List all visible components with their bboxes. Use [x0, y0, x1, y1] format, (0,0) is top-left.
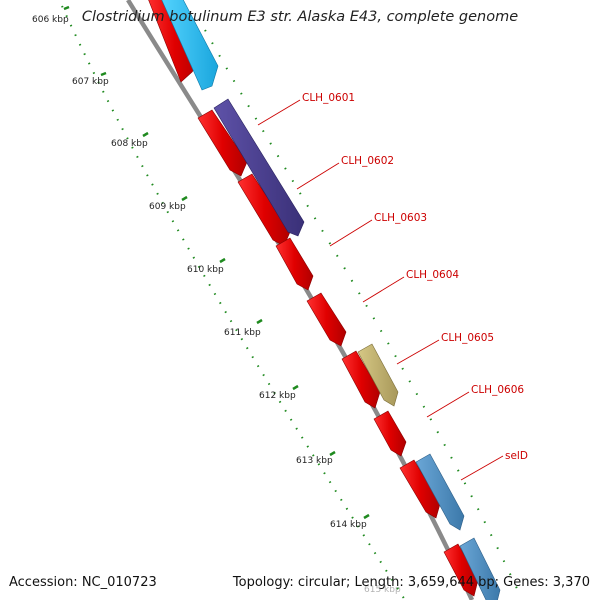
steelblue-feature: [459, 537, 501, 604]
cds-track-inner: [148, 0, 479, 597]
tick-label: 614 kbp: [330, 520, 367, 530]
cds-arrow: [275, 237, 314, 291]
tick-label: 608 kbp: [111, 139, 148, 149]
tick-label: 615 kbp: [364, 585, 401, 595]
genome-title: Clostridium botulinum E3 str. Alaska E43…: [81, 9, 519, 25]
gene-label-clh-0601[interactable]: CLH_0601: [302, 92, 355, 104]
gene-label-clh-0604[interactable]: CLH_0604: [406, 269, 459, 281]
cyan-feature: [161, 0, 219, 91]
gene-label-clh-0602[interactable]: CLH_0602: [341, 155, 394, 167]
gene-labels: CLH_0601 CLH_0602 CLH_0603 CLH_0604 CLH_…: [302, 92, 528, 462]
accession-text: Accession: NC_010723: [9, 575, 157, 590]
gene-label-clh-0603[interactable]: CLH_0603: [374, 212, 427, 224]
gene-leaders: [257, 99, 504, 481]
tick-labels: 606 kbp 607 kbp 608 kbp 609 kbp 610 kbp …: [32, 15, 401, 595]
tick-label: 607 kbp: [72, 77, 109, 87]
cds-arrow: [443, 543, 479, 597]
cds-arrow: [399, 459, 441, 519]
tick-label: 611 kbp: [224, 328, 261, 338]
major-ticks: [63, 5, 370, 520]
genome-backbone: [126, 0, 475, 601]
topology-summary: Topology: circular; Length: 3,659,644 bp…: [232, 575, 590, 590]
cds-arrow: [237, 173, 291, 247]
gene-label-seld[interactable]: selD: [505, 450, 528, 462]
tick-label: 606 kbp: [32, 15, 69, 25]
cds-arrow: [306, 292, 347, 347]
cds-arrow: [341, 350, 381, 409]
tick-label: 610 kbp: [187, 265, 224, 275]
outer-ruler-dots: [204, 29, 521, 596]
tick-label: 612 kbp: [259, 391, 296, 401]
gene-label-clh-0606[interactable]: CLH_0606: [471, 384, 524, 396]
steelblue-feature: [415, 453, 465, 531]
cds-arrow: [197, 109, 248, 177]
tick-label: 613 kbp: [296, 456, 333, 466]
purple-feature: [213, 98, 305, 237]
tick-label: 609 kbp: [149, 202, 186, 212]
olive-feature: [357, 343, 399, 407]
gene-label-clh-0605[interactable]: CLH_0605: [441, 332, 494, 344]
feature-track-outer: [161, 0, 501, 604]
cds-arrow: [373, 410, 407, 457]
